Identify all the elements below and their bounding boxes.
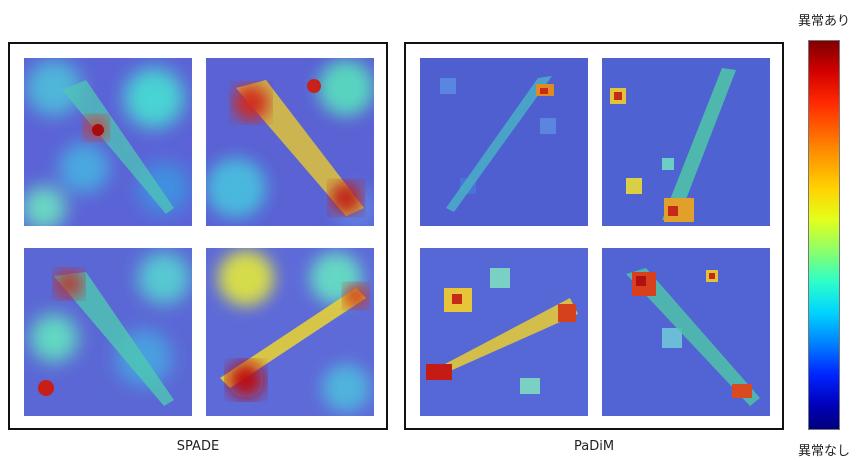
spade-panel: [8, 42, 388, 430]
spade-heatmap-2: [206, 58, 374, 226]
padim-heatmap-2: [602, 58, 770, 226]
padim-panel: [404, 42, 784, 430]
padim-heatmap-tile-2: [602, 58, 770, 226]
spade-title: SPADE: [176, 439, 220, 454]
padim-heatmap-tile-1: [420, 58, 588, 226]
padim-heatmap-tile-4: [602, 248, 770, 416]
padim-heatmap-tile-3: [420, 248, 588, 416]
padim-heatmap-3: [420, 248, 588, 416]
colorbar-top-label: 異常あり: [797, 14, 850, 29]
spade-heatmap-3: [24, 248, 192, 416]
spade-heatmap-tile-1: [24, 58, 192, 226]
padim-title: PaDiM: [573, 439, 615, 454]
padim-heatmap-1: [420, 58, 588, 226]
spade-heatmap-1: [24, 58, 192, 226]
anomaly-colorbar: [808, 40, 840, 430]
spade-heatmap-tile-2: [206, 58, 374, 226]
padim-heatmap-4: [602, 248, 770, 416]
spade-heatmap-tile-3: [24, 248, 192, 416]
spade-heatmap-4: [206, 248, 374, 416]
colorbar-bottom-label: 異常なし: [797, 444, 850, 459]
spade-heatmap-tile-4: [206, 248, 374, 416]
